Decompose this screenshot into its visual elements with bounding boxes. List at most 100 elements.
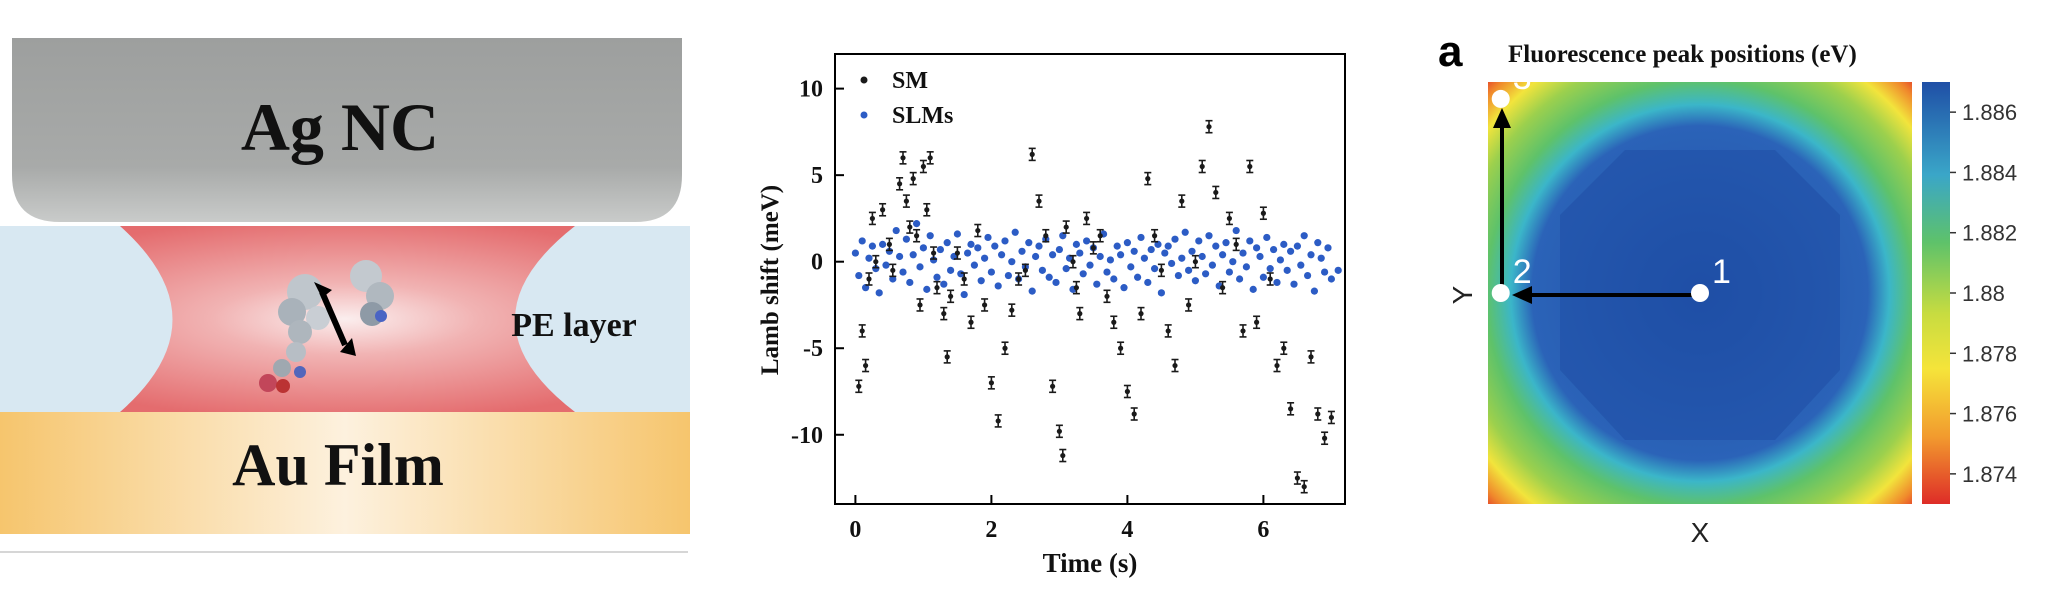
slm-point xyxy=(855,271,863,280)
slm-point xyxy=(1266,265,1274,273)
slm-point xyxy=(1246,237,1254,245)
sm-point xyxy=(1157,263,1165,278)
slm-point xyxy=(1018,247,1026,255)
slm-point xyxy=(1334,266,1342,274)
legend-sm-label: SM xyxy=(892,68,928,94)
slm-point xyxy=(1103,268,1111,276)
slm-point xyxy=(1256,252,1264,261)
slm-point xyxy=(953,230,961,238)
sm-point xyxy=(1205,119,1213,134)
sm-point xyxy=(981,298,989,312)
slm-point xyxy=(1229,258,1237,266)
sm-point xyxy=(1151,228,1159,243)
sm-point xyxy=(1021,263,1029,278)
position-marker xyxy=(1691,284,1709,302)
sm-point xyxy=(868,211,876,226)
position-marker-label: 1 xyxy=(1712,253,1731,291)
slm-point xyxy=(851,249,859,257)
slm-point xyxy=(1280,240,1288,248)
slm-point xyxy=(1222,239,1230,247)
sm-point xyxy=(865,272,873,286)
sm-point xyxy=(899,151,907,165)
position-marker-label: 2 xyxy=(1513,253,1532,291)
sm-point xyxy=(1219,280,1227,295)
slm-point xyxy=(879,240,887,248)
x-axis-label: Time (s) xyxy=(1043,548,1138,578)
slm-point xyxy=(1270,245,1278,254)
slm-point xyxy=(981,254,989,262)
sm-point xyxy=(974,223,982,238)
slm-point xyxy=(930,256,938,264)
legend-slm-marker xyxy=(860,111,868,119)
slm-point xyxy=(1076,249,1084,257)
sm-point xyxy=(1171,358,1179,373)
sm-point xyxy=(940,306,948,321)
slm-point xyxy=(1140,254,1148,262)
legend-sm-marker xyxy=(860,76,868,84)
slm-point xyxy=(1055,245,1063,254)
slm-point xyxy=(1321,268,1329,276)
slm-point xyxy=(1093,280,1101,288)
position-marker-label: 3 xyxy=(1513,59,1532,97)
slm-point xyxy=(1035,242,1043,250)
y-tick-label: 10 xyxy=(799,77,823,103)
x-tick-label: 0 xyxy=(849,517,861,543)
sm-point xyxy=(1035,194,1043,208)
slm-point xyxy=(1052,278,1060,287)
slm-point xyxy=(1137,233,1145,242)
slm-point xyxy=(1164,242,1172,250)
slm-point xyxy=(1110,275,1118,283)
slm-point xyxy=(1106,256,1114,264)
sm-point xyxy=(1130,407,1138,421)
sm-point xyxy=(1059,448,1067,463)
sm-point xyxy=(994,414,1002,428)
legend: SM SLMs xyxy=(860,68,953,129)
slm-point xyxy=(1283,266,1291,274)
sm-point xyxy=(855,379,863,394)
slm-point xyxy=(936,245,944,254)
sm-point xyxy=(926,151,934,165)
colorbar-tick-label: 1.88 xyxy=(1962,281,2005,306)
x-tick-label: 2 xyxy=(985,517,997,543)
slm-point xyxy=(1188,247,1196,255)
slm-point xyxy=(984,233,992,242)
slm-point xyxy=(1232,226,1240,235)
slm-point xyxy=(998,251,1006,259)
sm-point xyxy=(1042,228,1050,243)
sm-point xyxy=(909,171,917,186)
slm-point xyxy=(919,244,927,252)
position-marker xyxy=(1491,284,1510,302)
slm-point xyxy=(974,244,982,252)
sm-point xyxy=(1259,206,1267,221)
pe-layer-label: PE layer xyxy=(511,307,637,344)
panel-letter: a xyxy=(1438,27,1463,76)
heatmap-title: Fluorescence peak positions (eV) xyxy=(1508,41,1857,68)
slm-point xyxy=(1236,275,1244,283)
au-film xyxy=(0,412,690,534)
slm-point xyxy=(1290,280,1298,288)
slm-point xyxy=(865,254,873,262)
slm-point xyxy=(1249,285,1257,293)
sm-point xyxy=(1293,471,1301,485)
slm-point xyxy=(882,261,890,269)
slm-point xyxy=(872,265,880,273)
slm-point xyxy=(1151,265,1159,273)
slm-point xyxy=(1008,258,1016,266)
position-marker xyxy=(1491,89,1510,108)
slm-point xyxy=(885,247,893,255)
slm-point xyxy=(902,235,910,243)
sm-point xyxy=(1144,171,1152,186)
colorbar-tick-label: 1.876 xyxy=(1962,402,2017,427)
slm-point xyxy=(1045,273,1053,281)
slm-point xyxy=(862,284,870,292)
slm-point xyxy=(875,289,883,297)
slm-point xyxy=(1157,289,1165,297)
sm-point xyxy=(1137,306,1145,321)
slm-point xyxy=(1314,239,1322,247)
sm-point xyxy=(933,280,941,295)
slm-point xyxy=(868,242,876,250)
slm-point xyxy=(1174,271,1182,280)
sm-point xyxy=(879,202,887,217)
colorbar-tick-label: 1.878 xyxy=(1962,341,2017,366)
slm-point xyxy=(977,277,985,285)
